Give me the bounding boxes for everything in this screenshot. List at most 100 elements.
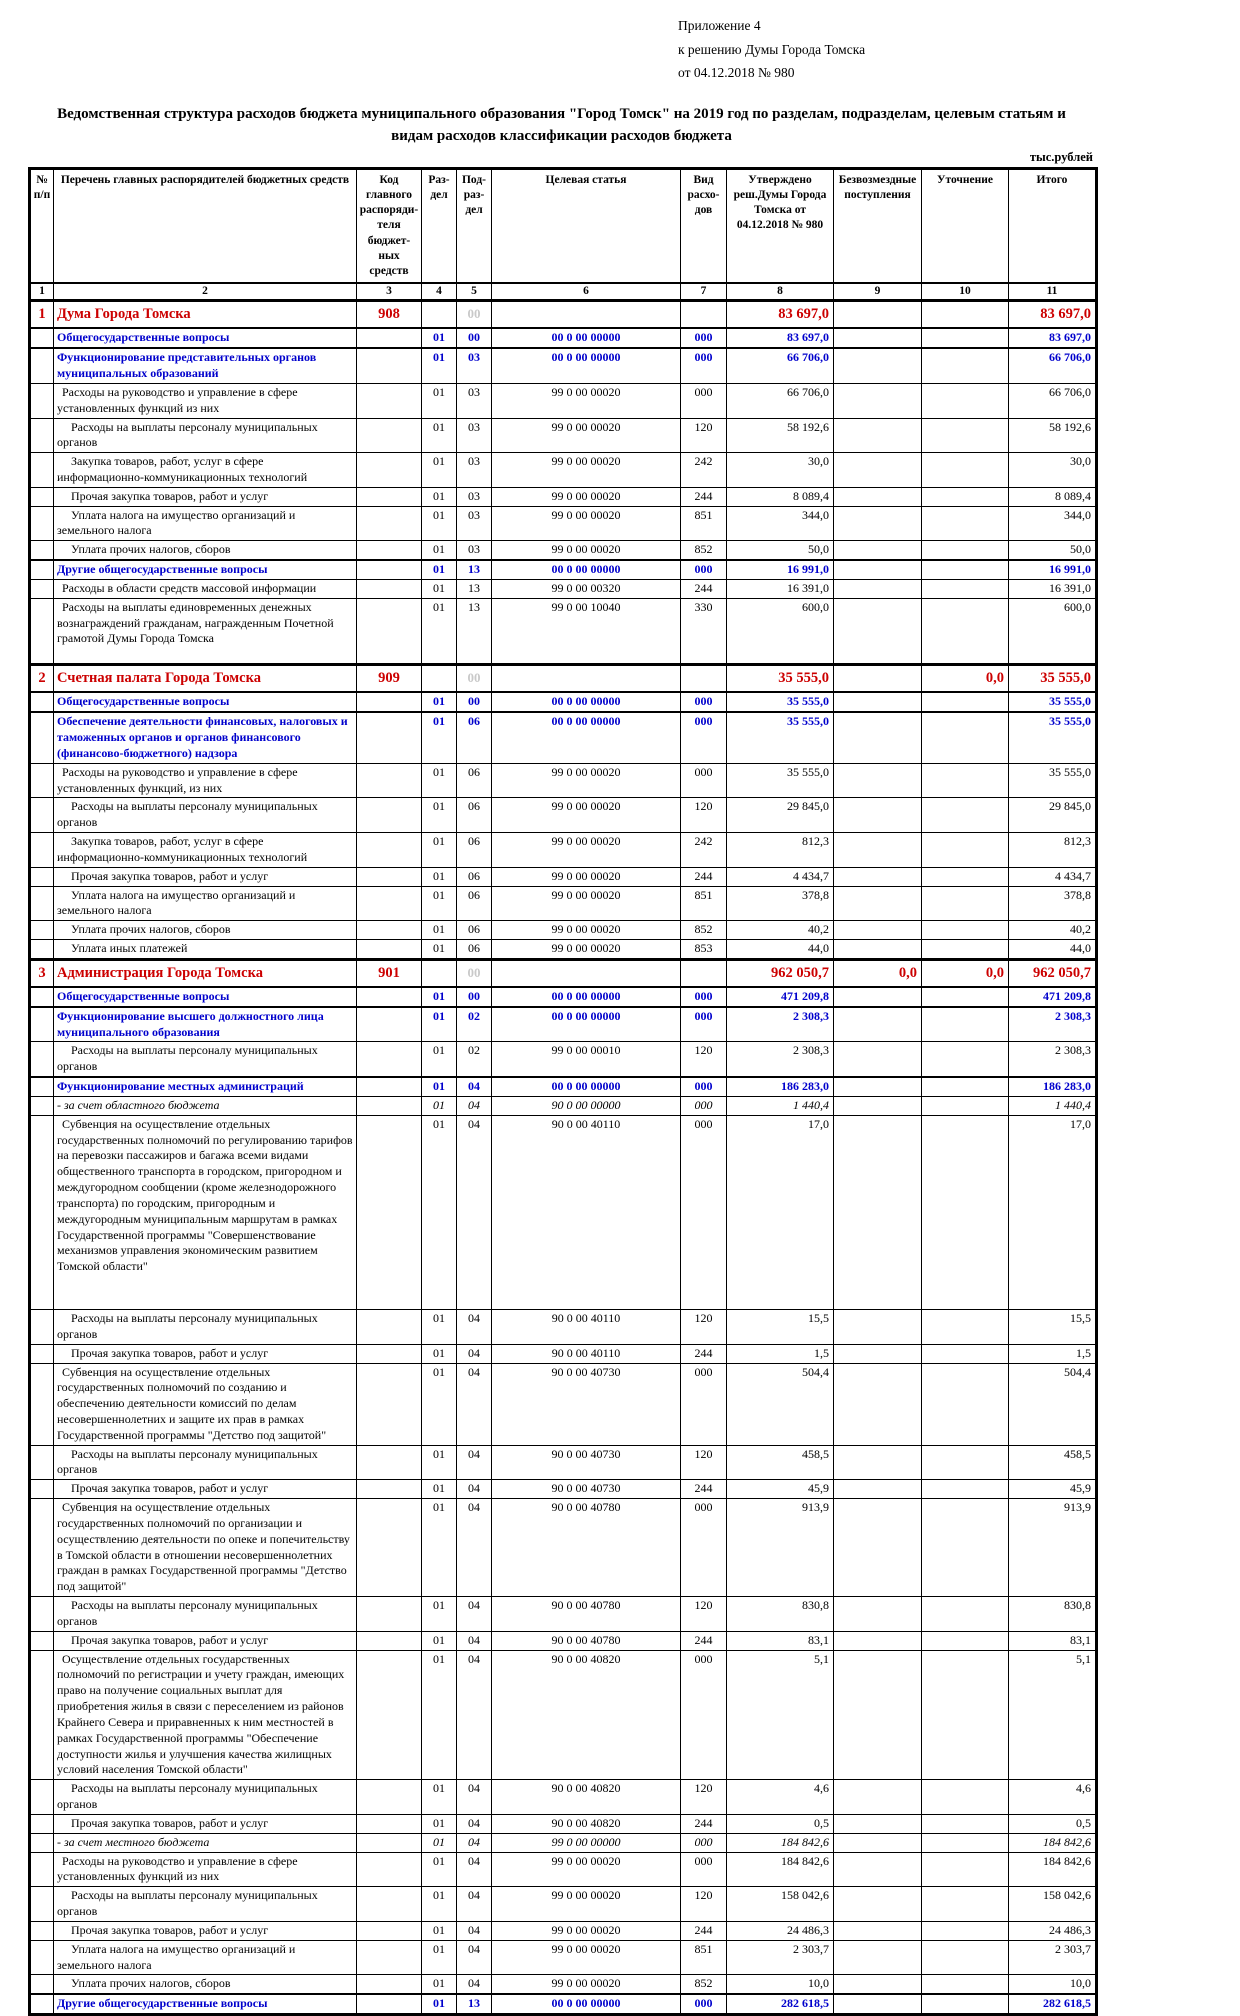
row-number (29, 486, 54, 507)
row-name: Прочая закупка товаров, работ и услуг (53, 866, 357, 887)
approved-amount: 1 440,4 (726, 1095, 834, 1116)
row-number (29, 417, 54, 454)
column-number-7: 7 (680, 282, 727, 303)
razdel-code: 01 (421, 1886, 457, 1922)
grbs-code (356, 1851, 422, 1888)
column-header-3: Код главного распоряди-теля бюджет-ных с… (356, 167, 422, 284)
row-name: Осуществление отдельных государственных … (53, 1649, 357, 1781)
target-article-code: 99 0 00 00020 (491, 1920, 681, 1941)
expense-type-code: 120 (680, 1596, 727, 1632)
podrazdel-code: 06 (456, 711, 492, 764)
table-row: Прочая закупка товаров, работ и услуг 01 0… (29, 1813, 1097, 1834)
total-amount: 40,2 (1008, 920, 1097, 940)
column-header-5: Под-раз-дел (456, 167, 492, 284)
total-amount: 58 192,6 (1008, 417, 1097, 454)
gratuitous-amount (833, 1343, 922, 1364)
row-number (29, 578, 54, 599)
table-row: Общегосударственные вопросы 01 00 00 0 00 0… (29, 985, 1097, 1008)
table-row: Прочая закупка товаров, работ и услуг 01 0… (29, 866, 1097, 887)
table-row: Уплата иных платежей 01 06 99 0 00 00020 853… (29, 939, 1097, 960)
target-article-code: 99 0 00 00020 (491, 1974, 681, 1995)
gratuitous-amount (833, 939, 922, 960)
gratuitous-amount (833, 299, 922, 330)
clarification-amount (921, 1779, 1009, 1815)
razdel-code: 01 (421, 1309, 457, 1345)
target-article-code: 99 0 00 00020 (491, 486, 681, 507)
approved-amount: 504,4 (726, 1362, 834, 1446)
column-number-4: 4 (421, 282, 457, 303)
table-row: Закупка товаров, работ, услуг в сфере ин… (29, 452, 1097, 488)
row-number (29, 1479, 54, 1500)
grbs-code (356, 597, 422, 666)
column-header-9: Безвозмездные поступления (833, 167, 922, 284)
document-page: Приложение 4 к решению Думы Города Томск… (28, 18, 1098, 2016)
row-number (29, 762, 54, 799)
grbs-code (356, 832, 422, 868)
clarification-amount (921, 382, 1009, 419)
podrazdel-code: 00 (456, 985, 492, 1008)
table-header-row: № п/п Перечень главных распорядителей бюд… (29, 167, 1097, 284)
row-number (29, 382, 54, 419)
row-number: 1 (29, 299, 54, 330)
target-article-code: 99 0 00 00020 (491, 920, 681, 940)
total-amount: 50,0 (1008, 540, 1097, 561)
target-article-code: 99 0 00 00020 (491, 505, 681, 542)
target-article-code: 90 0 00 00000 (491, 1095, 681, 1116)
target-article-code: 90 0 00 40730 (491, 1444, 681, 1481)
expense-type-code: 120 (680, 1779, 727, 1815)
target-article-code: 00 0 00 00000 (491, 711, 681, 764)
row-number (29, 1005, 54, 1043)
razdel-code: 01 (421, 797, 457, 834)
approved-amount: 158 042,6 (726, 1886, 834, 1922)
grbs-code (356, 711, 422, 764)
grbs-code (356, 797, 422, 834)
table-row: Расходы на выплаты персоналу муниципальн… (29, 1779, 1097, 1815)
clarification-amount (921, 327, 1009, 349)
grbs-code (356, 1993, 422, 2015)
grbs-code (356, 540, 422, 561)
expense-type-code: 853 (680, 939, 727, 960)
expense-type-code: 244 (680, 578, 727, 599)
gratuitous-amount: 0,0 (833, 957, 922, 988)
row-number (29, 885, 54, 922)
expense-type-code: 244 (680, 486, 727, 507)
expense-type-code: 851 (680, 885, 727, 922)
grbs-code (356, 1343, 422, 1364)
approved-amount: 10,0 (726, 1974, 834, 1995)
razdel-code: 01 (421, 866, 457, 887)
gratuitous-amount (833, 1479, 922, 1500)
gratuitous-amount (833, 1444, 922, 1481)
row-name: Уплата прочих налогов, сборов (53, 1974, 357, 1995)
total-amount: 184 842,6 (1008, 1851, 1097, 1888)
row-number (29, 1498, 54, 1598)
clarification-amount (921, 578, 1009, 599)
row-number: 3 (29, 957, 54, 988)
clarification-amount (921, 540, 1009, 561)
table-row: - за счет областного бюджета 01 04 90 0 00 … (29, 1095, 1097, 1116)
total-amount: 830,8 (1008, 1596, 1097, 1632)
grbs-code (356, 486, 422, 507)
podrazdel-code: 04 (456, 1479, 492, 1500)
column-number-8: 8 (726, 282, 834, 303)
column-header-11: Итого (1008, 167, 1097, 284)
table-row: Субвенция на осуществление отдельных гос… (29, 1498, 1097, 1598)
total-amount: 504,4 (1008, 1362, 1097, 1446)
column-number-11: 11 (1008, 282, 1097, 303)
table-row: Расходы на выплаты персоналу муниципальн… (29, 1041, 1097, 1078)
grbs-code (356, 1630, 422, 1651)
expense-type-code: 000 (680, 1114, 727, 1311)
grbs-code (356, 1114, 422, 1311)
total-amount: 35 555,0 (1008, 711, 1097, 764)
clarification-amount (921, 797, 1009, 834)
row-number (29, 1779, 54, 1815)
gratuitous-amount (833, 1114, 922, 1311)
gratuitous-amount (833, 1886, 922, 1922)
approved-amount: 17,0 (726, 1114, 834, 1311)
row-number (29, 1343, 54, 1364)
expense-type-code: 120 (680, 1444, 727, 1481)
row-name: Расходы на выплаты персоналу муниципальн… (53, 797, 357, 834)
target-article-code (491, 663, 681, 694)
razdel-code: 01 (421, 920, 457, 940)
expense-type-code: 244 (680, 866, 727, 887)
row-number (29, 920, 54, 940)
